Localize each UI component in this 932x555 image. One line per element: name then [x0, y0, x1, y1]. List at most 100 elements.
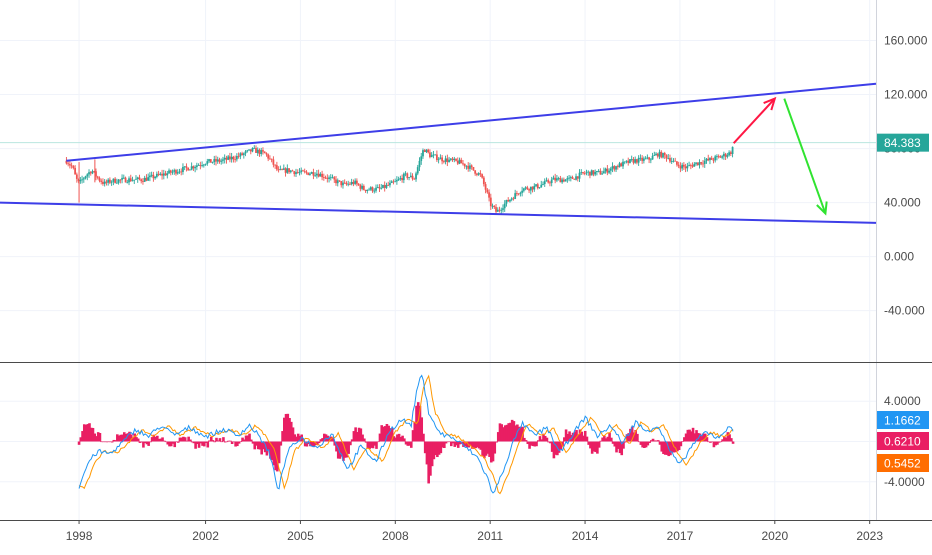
- histogram-bar: [89, 427, 93, 442]
- histogram-bar: [441, 441, 444, 448]
- histogram-bar: [561, 441, 564, 447]
- histogram-bar: [345, 441, 349, 458]
- candle-body: [199, 165, 202, 166]
- histogram-bar: [128, 431, 131, 442]
- histogram-bar: [542, 433, 545, 442]
- candle-body: [197, 165, 200, 166]
- candle-body: [437, 159, 440, 161]
- histogram-bar: [149, 441, 152, 443]
- oscillator-axis-tick-label: -4.0000: [884, 475, 925, 489]
- candle-body: [496, 209, 499, 212]
- candle-body: [637, 157, 640, 163]
- candle-body: [74, 167, 77, 175]
- histogram-bar: [77, 441, 81, 445]
- histogram-bar: [173, 441, 177, 448]
- candle-body: [93, 171, 96, 172]
- histogram-bar: [679, 441, 683, 447]
- histogram-bar: [295, 436, 298, 442]
- histogram-bar: [354, 427, 357, 442]
- candle-body: [142, 181, 144, 182]
- candle-body: [67, 163, 70, 165]
- histogram-bar: [446, 441, 450, 443]
- candle-body: [507, 199, 510, 202]
- histogram-bar: [429, 441, 432, 476]
- histogram-bar: [319, 439, 323, 442]
- histogram-bar: [307, 441, 310, 444]
- candle-body: [578, 172, 581, 179]
- candle-body: [91, 171, 94, 174]
- histogram-bar: [166, 441, 170, 445]
- histogram-bar: [587, 441, 590, 445]
- histogram-bar: [709, 441, 712, 443]
- candle-body: [253, 147, 256, 149]
- price-axis-tick-label: 120.000: [884, 88, 928, 102]
- last-price-badge-bg: [877, 133, 929, 152]
- candle-body: [394, 181, 397, 183]
- histogram-bar: [95, 436, 98, 442]
- histogram-bar: [131, 437, 135, 442]
- candle-body: [587, 171, 590, 173]
- candle-body: [531, 186, 534, 190]
- histogram-bar: [279, 441, 283, 446]
- candle-body: [714, 156, 717, 161]
- histogram-bar: [357, 427, 361, 442]
- candle-body: [729, 152, 732, 154]
- candle-body: [249, 149, 252, 152]
- histogram-bar: [650, 440, 653, 442]
- candle-body: [159, 173, 162, 175]
- candle-body: [676, 161, 678, 165]
- histogram-bar: [483, 441, 486, 459]
- candle-body: [248, 149, 250, 151]
- candle-body: [293, 171, 296, 175]
- candle-body: [568, 177, 570, 179]
- histogram-bar: [182, 436, 185, 442]
- histogram-bar: [152, 434, 156, 442]
- histogram-bar: [291, 427, 295, 442]
- histogram-bar: [208, 440, 211, 442]
- histogram-bar: [536, 440, 540, 442]
- candle-body: [96, 176, 99, 178]
- candle-body: [324, 177, 327, 179]
- histogram-bar: [333, 441, 337, 446]
- candle-body: [65, 160, 68, 164]
- candle-body: [451, 158, 454, 160]
- histogram-bar: [603, 435, 606, 442]
- candle-body: [623, 161, 626, 163]
- candle-body: [272, 159, 275, 165]
- oscillator-axis-tick-label: 4.0000: [884, 394, 921, 408]
- histogram-bar: [627, 433, 630, 442]
- histogram-bar: [688, 429, 691, 442]
- candle-body: [719, 156, 722, 158]
- histogram-bar: [409, 441, 413, 448]
- candle-body: [510, 198, 513, 200]
- last-price-badge: 84.383: [877, 133, 929, 152]
- candle-body: [636, 159, 638, 163]
- histogram-bar: [716, 441, 719, 445]
- histogram-bar: [656, 440, 660, 442]
- candle-body: [131, 180, 134, 182]
- candle-body: [380, 187, 383, 189]
- histogram-bar: [363, 438, 366, 442]
- histogram-bar: [669, 441, 672, 456]
- candle-body: [164, 173, 167, 176]
- candle-body: [458, 159, 461, 164]
- histogram-bar: [338, 441, 342, 459]
- histogram-bar: [276, 441, 279, 472]
- candle-body: [549, 182, 551, 184]
- candle-body: [517, 193, 520, 195]
- histogram-bar: [568, 431, 571, 442]
- candle-body: [529, 186, 532, 191]
- candle-body: [722, 153, 725, 157]
- histogram-bar: [662, 441, 665, 454]
- histogram-bar: [286, 413, 290, 442]
- histogram-bar: [592, 441, 596, 452]
- candle-body: [95, 171, 97, 177]
- histogram-bar: [710, 441, 714, 443]
- histogram-bar: [157, 438, 161, 442]
- candle-body: [218, 159, 221, 162]
- candle-body: [112, 178, 115, 182]
- histogram-bar: [533, 441, 537, 447]
- histogram-bar: [154, 436, 157, 442]
- histogram-bar: [507, 423, 510, 442]
